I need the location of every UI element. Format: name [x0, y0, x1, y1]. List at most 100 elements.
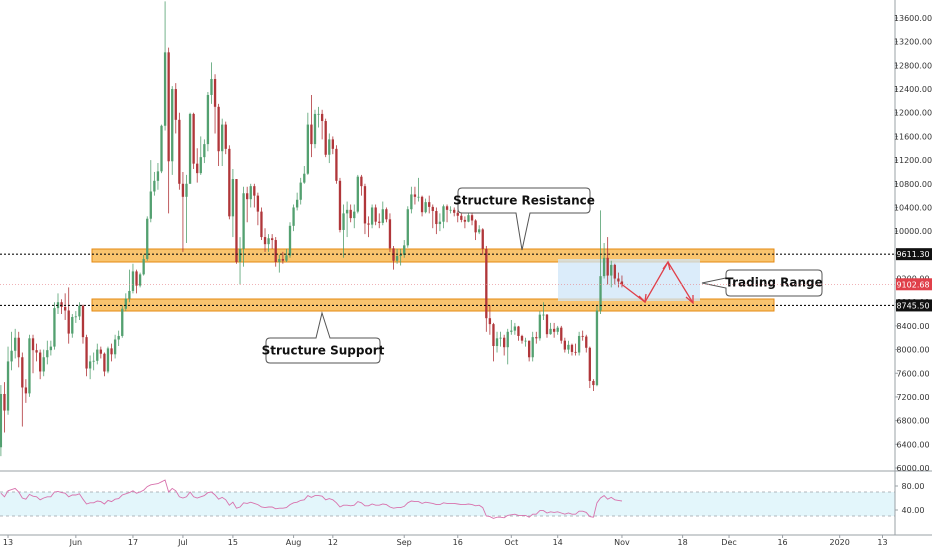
candle-body: [520, 335, 524, 341]
trading-range-box: [558, 259, 700, 301]
y-tick-label: 11600.00: [894, 132, 932, 141]
candle-body: [385, 209, 388, 220]
candle-body: [256, 195, 260, 212]
candle-body: [31, 338, 35, 351]
y-tick-label: 7600.00: [896, 369, 929, 378]
candle-body: [403, 245, 406, 255]
candle-body: [174, 89, 177, 120]
candle-body: [317, 113, 320, 115]
rsi-tick-label: 40.00: [902, 506, 925, 515]
candle-body: [574, 351, 577, 353]
candle-body: [21, 357, 24, 388]
last-price-box: [896, 278, 932, 291]
candle-body: [585, 336, 588, 348]
x-tick-label: 16: [453, 538, 463, 547]
candle-body: [378, 221, 381, 223]
x-tick-label: Nov: [614, 538, 630, 547]
candle-body: [567, 344, 570, 350]
candle-body: [92, 360, 95, 362]
candle-body: [63, 306, 67, 311]
candle-body: [138, 274, 142, 286]
candles: [0, 1, 624, 457]
candle-body: [542, 314, 545, 316]
rsi-panel: 80.00 40.00: [0, 479, 925, 519]
candle-body: [577, 335, 581, 353]
candle-body: [463, 219, 467, 222]
candle-body: [363, 186, 367, 224]
candle-body: [153, 180, 156, 192]
x-tick-label: 13: [877, 538, 887, 547]
support-label: Structure Support: [262, 344, 385, 358]
x-tick-label: Oct: [504, 538, 518, 547]
y-tick-label: 8000.00: [896, 346, 929, 355]
support-callout: [265, 311, 381, 364]
candle-body: [306, 124, 310, 174]
candle-body: [410, 194, 413, 210]
candle-body: [49, 346, 53, 351]
candle-body: [3, 393, 6, 411]
range-callout: [701, 269, 823, 297]
candle-body: [110, 348, 113, 355]
candle-body: [592, 380, 595, 386]
candle-body: [417, 196, 420, 198]
candle-body: [249, 186, 252, 200]
candle-body: [199, 157, 202, 174]
candle-body: [510, 330, 513, 332]
y-tick-label: 7200.00: [896, 393, 929, 402]
x-tick-label: 18: [678, 538, 688, 547]
candle-body: [238, 248, 242, 262]
y-tick-label: 12000.00: [894, 109, 932, 118]
candle-body: [14, 337, 17, 351]
candle-body: [210, 78, 213, 95]
y-tick-label: 10400.00: [894, 203, 932, 212]
candle-body: [388, 219, 392, 249]
x-tick-label: 16: [777, 538, 787, 547]
candle-body: [492, 324, 495, 347]
candle-body: [0, 393, 3, 448]
candle-body: [270, 238, 274, 241]
candle-body: [538, 314, 542, 339]
candle-body: [246, 193, 249, 200]
candle-body: [167, 52, 170, 162]
projection-arrowheads: [638, 260, 694, 305]
candle-body: [60, 302, 63, 307]
candle-body: [292, 207, 295, 226]
candle-body: [570, 344, 574, 352]
candle-body: [185, 183, 188, 197]
candle-body: [470, 215, 474, 221]
candle-body: [217, 106, 220, 152]
candle-body: [196, 163, 199, 174]
candle-body: [221, 124, 224, 152]
y-tick-label: 12800.00: [894, 61, 932, 70]
last-price-label: 9102.68: [896, 280, 929, 289]
y-tick-label: 6400.00: [896, 440, 929, 449]
candle-body: [453, 209, 456, 213]
candle-body: [303, 173, 306, 183]
candle-body: [260, 211, 263, 238]
projection-path: [619, 260, 694, 304]
candle-body: [506, 331, 509, 348]
y-tick-label: 10000.00: [894, 227, 932, 236]
candle-body: [99, 349, 102, 354]
candle-body: [552, 328, 556, 332]
candle-body: [228, 148, 231, 217]
candle-body: [38, 352, 42, 372]
candle-body: [549, 328, 552, 335]
candle-body: [406, 209, 409, 246]
candle-body: [96, 349, 99, 361]
level-label: 9611.30: [896, 250, 929, 259]
candle-body: [374, 207, 377, 222]
y-tick-label: 8400.00: [896, 322, 929, 331]
candle-body: [71, 317, 74, 334]
candle-body: [135, 271, 138, 286]
candle-body: [560, 327, 563, 341]
y-tick-label: 6800.00: [896, 417, 929, 426]
candle-body: [328, 139, 331, 155]
candle-body: [178, 119, 181, 184]
candle-body: [349, 209, 352, 219]
candle-body: [74, 316, 78, 318]
candle-body: [128, 290, 131, 299]
candle-body: [24, 387, 28, 394]
rsi-tick-label: 80.00: [902, 482, 925, 491]
